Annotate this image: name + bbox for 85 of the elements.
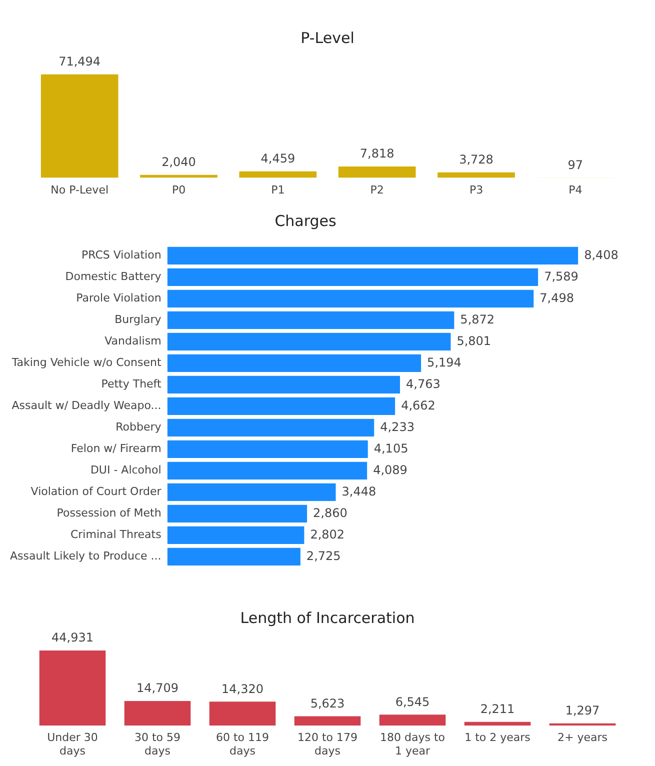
bar [167,354,422,372]
data-label: 6,545 [395,694,430,709]
data-label: 4,662 [401,398,436,412]
y-tick-label: Petty Theft [101,378,162,391]
data-label: 44,931 [52,630,94,645]
bar [124,701,191,726]
bar [167,290,534,308]
bar [464,722,531,726]
data-label: 71,494 [58,54,101,68]
y-tick-label: PRCS Violation [81,248,162,262]
bar [167,268,538,286]
bar [167,397,396,416]
data-label: 7,498 [540,290,574,305]
y-tick-label: Domestic Battery [65,270,162,284]
data-label: 5,194 [427,355,462,370]
bar [209,702,276,726]
data-label: 2,725 [306,548,341,563]
data-label: 5,801 [456,334,492,348]
bar [167,462,368,480]
y-tick-label: Vandalism [104,334,162,348]
data-label: 5,872 [460,312,495,326]
x-tick-label: 60 to 119 days [216,731,270,758]
x-tick-label: P3 [469,183,484,196]
chart-title: Length of Incarceration [240,608,415,627]
bar [167,246,578,265]
y-tick-label: Burglary [114,313,162,326]
bar [294,716,361,726]
data-label: 3,728 [459,152,494,167]
x-tick-label: 180 days to 1 year [380,731,446,758]
data-label: 4,459 [260,151,296,166]
data-label: 14,709 [136,681,178,696]
x-tick-label: 1 to 2 years [464,731,531,744]
y-tick-label: Felon w/ Firearm [70,442,162,456]
y-tick-label: Assault Likely to Produce ... [10,550,162,563]
bar [167,548,300,566]
bar [167,311,454,330]
bar [167,483,336,501]
data-label: 2,802 [310,527,345,542]
x-tick-label: P1 [271,183,285,196]
data-label: 1,297 [565,704,600,718]
data-label: 5,623 [310,696,345,710]
bar [239,171,317,178]
data-label: 97 [568,158,584,172]
y-tick-label: Taking Vehicle w/o Consent [10,356,162,370]
data-label: 3,448 [342,484,376,498]
bar [39,650,106,726]
data-label: 2,040 [162,154,196,169]
x-tick-label: 120 to 179 days [297,731,358,758]
bar [549,723,616,726]
bar [167,440,368,458]
data-label: 2,211 [480,702,515,716]
bar [338,166,416,178]
data-label: 7,818 [360,146,394,161]
y-tick-label: Possession of Meth [56,506,162,520]
chart-title: Charges [274,212,337,230]
y-tick-label: Assault w/ Deadly Weapo... [12,399,162,412]
y-tick-label: Violation of Court Order [30,485,162,498]
y-tick-label: Parole Violation [76,292,162,305]
x-tick-label: P0 [172,183,186,196]
x-tick-label: 30 to 59 days [134,731,181,758]
data-label: 4,089 [373,462,408,477]
data-label: 7,589 [544,269,578,284]
data-label: 4,105 [374,441,408,456]
y-tick-label: Criminal Threats [70,528,162,542]
data-label: 4,233 [380,420,414,434]
x-tick-label: No P-Level [50,183,109,196]
x-tick-label: P4 [568,183,582,196]
x-tick-label: Under 30 days [47,731,98,758]
bar [167,376,400,394]
bar [167,504,308,522]
y-tick-label: Robbery [116,420,162,434]
bar [379,714,446,726]
bar [167,332,451,351]
y-tick-label: DUI - Alcohol [90,464,162,477]
chart-title: P-Level [300,28,354,47]
bar [167,526,304,544]
bar [40,74,118,178]
data-label: 8,408 [584,248,618,262]
data-label: 2,860 [313,506,348,520]
bar [438,172,515,178]
data-label: 14,320 [222,682,264,696]
x-tick-label: P2 [370,183,384,196]
data-label: 4,763 [406,376,440,391]
bar [167,418,374,437]
x-tick-label: 2+ years [558,731,608,744]
